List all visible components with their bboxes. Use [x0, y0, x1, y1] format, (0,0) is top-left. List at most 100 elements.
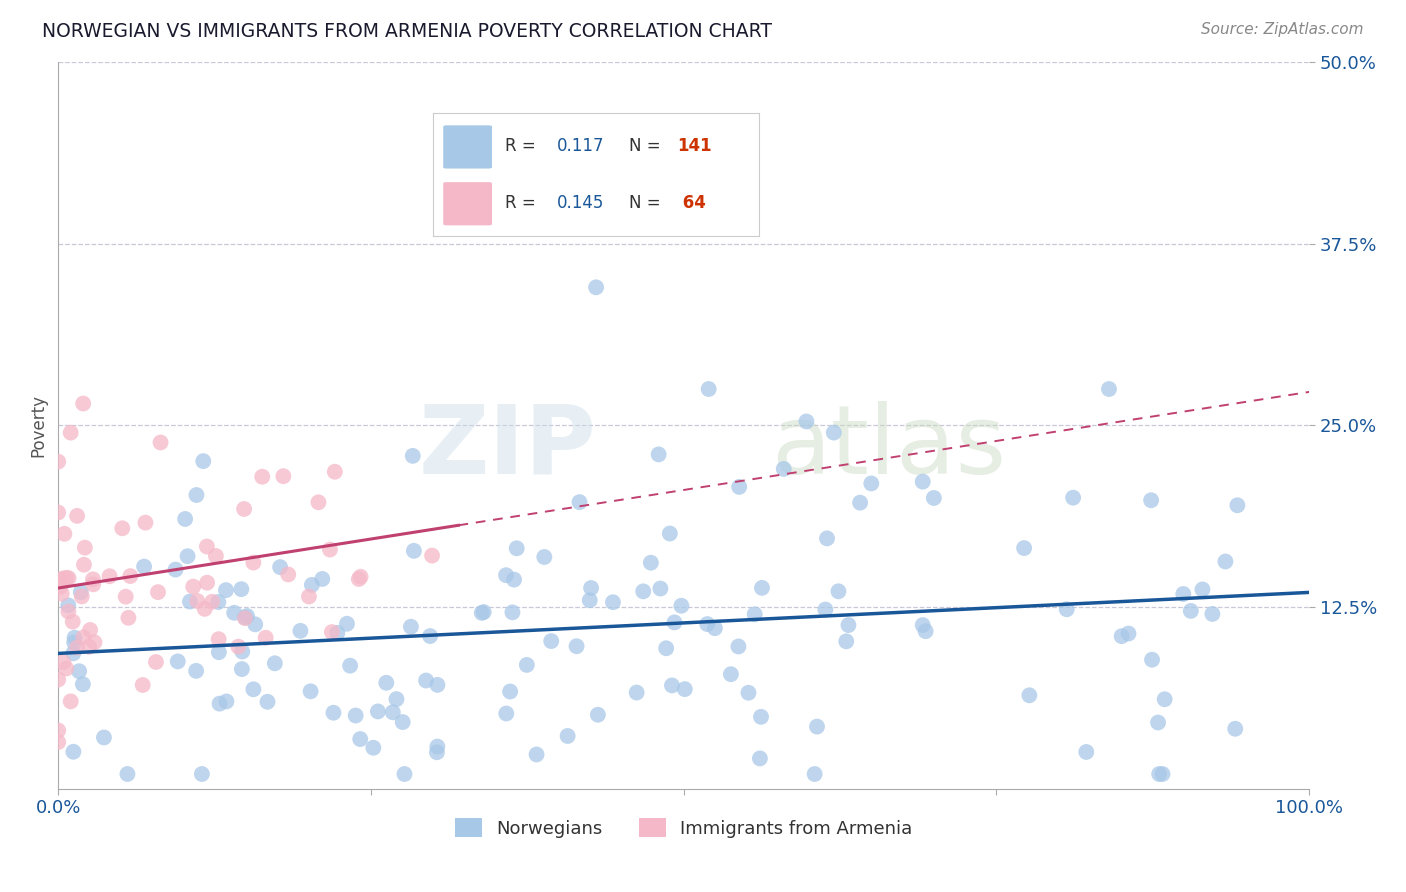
Point [911, 475, 934, 489]
Point [321, 625, 343, 640]
Point [540, 634, 562, 648]
Point [195, 575, 218, 590]
Point [1056, 602, 1078, 616]
Point [224, 606, 246, 620]
Point [226, 640, 249, 654]
Point [585, 280, 607, 294]
Point [242, 556, 264, 570]
Point [835, 634, 858, 648]
Point [231, 662, 253, 676]
Point [647, 447, 669, 461]
Point [349, 570, 371, 584]
Point [146, 585, 169, 599]
Point [1215, 554, 1237, 568]
Point [339, 658, 361, 673]
Point [1201, 607, 1223, 621]
Point [186, 594, 208, 608]
Point [751, 581, 773, 595]
Point [391, 714, 413, 729]
Point [323, 465, 346, 479]
Point [426, 678, 449, 692]
Point [195, 540, 218, 554]
Point [426, 745, 449, 759]
Point [134, 516, 156, 530]
Point [1118, 626, 1140, 640]
Point [166, 654, 188, 668]
Point [1191, 582, 1213, 597]
Point [290, 624, 312, 638]
Point [749, 710, 772, 724]
Y-axis label: Poverty: Poverty [30, 394, 46, 457]
Point [46, 506, 69, 520]
Point [307, 495, 329, 509]
Point [586, 707, 609, 722]
Point [796, 415, 818, 429]
Point [922, 491, 945, 505]
Point [53, 526, 76, 541]
Point [82, 572, 104, 586]
Point [501, 605, 523, 619]
Point [1140, 493, 1163, 508]
Point [1147, 767, 1170, 781]
Point [66, 640, 89, 655]
Point [1062, 491, 1084, 505]
Point [806, 720, 828, 734]
Point [367, 705, 389, 719]
Point [661, 678, 683, 692]
Point [727, 640, 749, 654]
Point [236, 609, 259, 624]
Point [69, 585, 91, 599]
Point [533, 549, 555, 564]
Point [298, 590, 321, 604]
Point [381, 706, 404, 720]
Point [1018, 688, 1040, 702]
Point [1180, 604, 1202, 618]
Point [568, 495, 591, 509]
Point [664, 615, 686, 630]
Point [70, 590, 93, 604]
Point [231, 582, 253, 596]
Point [233, 502, 256, 516]
Point [602, 595, 624, 609]
Text: Source: ZipAtlas.com: Source: ZipAtlas.com [1201, 22, 1364, 37]
Point [1012, 541, 1035, 555]
Point [208, 697, 231, 711]
Point [72, 396, 94, 410]
Point [63, 631, 86, 645]
Point [63, 635, 86, 649]
Point [696, 617, 718, 632]
Point [245, 617, 267, 632]
Point [363, 740, 385, 755]
Point [201, 595, 224, 609]
Point [46, 455, 69, 469]
Point [1226, 498, 1249, 512]
Point [132, 678, 155, 692]
Point [301, 578, 323, 592]
Point [415, 673, 437, 688]
Point [1225, 722, 1247, 736]
Point [233, 610, 256, 624]
Point [48, 573, 70, 587]
Point [744, 607, 766, 622]
Point [46, 735, 69, 749]
Point [697, 382, 720, 396]
Point [526, 747, 548, 762]
Point [697, 135, 720, 149]
Point [93, 731, 115, 745]
Point [827, 584, 849, 599]
Point [1147, 715, 1170, 730]
Point [673, 682, 696, 697]
Point [349, 732, 371, 747]
Point [385, 692, 408, 706]
Point [191, 767, 214, 781]
Point [299, 684, 322, 698]
Point [565, 639, 588, 653]
Point [1111, 629, 1133, 643]
Point [242, 682, 264, 697]
Point [66, 508, 89, 523]
Point [516, 657, 538, 672]
Point [117, 611, 139, 625]
Point [640, 556, 662, 570]
Point [59, 425, 82, 440]
Point [208, 632, 231, 647]
